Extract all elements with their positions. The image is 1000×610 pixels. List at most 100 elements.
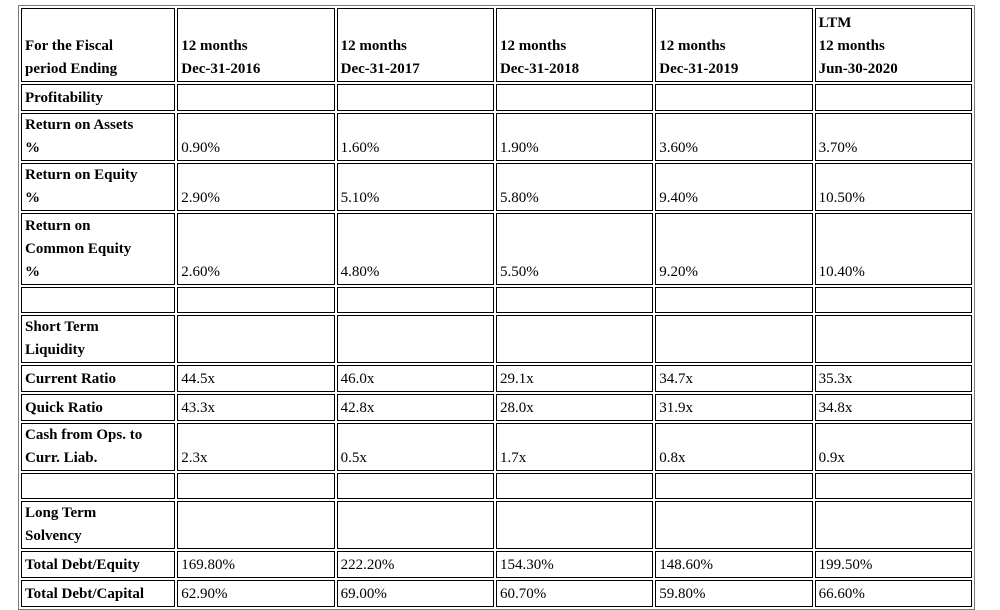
value-cell: 2.90% (177, 163, 335, 211)
row-label-line: Profitability (25, 90, 104, 106)
row-label (21, 473, 176, 499)
value-cell (177, 84, 335, 111)
row-label: Long Term Solvency (21, 501, 176, 549)
value-cell (495, 501, 654, 549)
row-label-line: Return on Equity (25, 167, 138, 183)
row-label: Short Term Liquidity (21, 315, 176, 363)
row-label-line: Total Debt/Equity (25, 557, 140, 573)
row-label-line: % (25, 264, 40, 280)
value-cell: 66.60% (814, 580, 972, 607)
period-line: 12 months (340, 38, 407, 54)
row-label-line: % (25, 140, 40, 156)
value-cell: 59.80% (655, 580, 813, 607)
value-cell: 5.10% (336, 163, 494, 211)
value-cell: 9.40% (655, 163, 813, 211)
value-cell (177, 473, 335, 499)
header-label-cell: For the Fiscal period Ending (21, 8, 176, 82)
value-cell: 43.3x (177, 394, 335, 421)
row-label-line: Return on Assets (25, 117, 134, 133)
value-cell: 29.1x (495, 365, 654, 392)
period-line: Dec-31-2017 (340, 61, 420, 77)
value-cell (336, 84, 494, 111)
row-label-line: Total Debt/Capital (25, 586, 145, 602)
period-line: Jun-30-2020 (818, 61, 898, 77)
period-line: 12 months (499, 38, 567, 54)
value-cell (655, 501, 813, 549)
value-cell: 42.8x (336, 394, 494, 421)
row-label: Profitability (21, 84, 176, 111)
value-cell: 199.50% (814, 551, 972, 578)
row-label-line: Quick Ratio (25, 400, 103, 416)
value-cell (336, 315, 494, 363)
row-label-line: Current Ratio (25, 371, 116, 387)
value-cell (336, 473, 494, 499)
value-cell: 34.7x (655, 365, 813, 392)
row-label-line: % (25, 190, 40, 206)
table-row: Short Term Liquidity (21, 315, 972, 363)
table-row-spacer (21, 473, 972, 499)
financial-ratios-table: For the Fiscal period Ending 12 months D… (18, 5, 975, 610)
table-row: Return on Assets % 0.90% 1.60% 1.90% 3.6… (21, 113, 972, 161)
value-cell: 0.9x (814, 423, 972, 471)
value-cell: 28.0x (495, 394, 654, 421)
value-cell (655, 473, 813, 499)
value-cell: 5.80% (495, 163, 654, 211)
value-cell: 44.5x (177, 365, 335, 392)
value-cell (655, 287, 813, 313)
value-cell (177, 501, 335, 549)
value-cell: 0.8x (655, 423, 813, 471)
table-row: Total Debt/Equity 169.80% 222.20% 154.30… (21, 551, 972, 578)
row-label: Return on Equity % (21, 163, 176, 211)
value-cell: 148.60% (655, 551, 813, 578)
value-cell: 2.3x (177, 423, 335, 471)
value-cell: 10.40% (814, 213, 972, 285)
value-cell: 154.30% (495, 551, 654, 578)
value-cell: 3.70% (814, 113, 972, 161)
period-line: Dec-31-2018 (499, 61, 580, 77)
value-cell (495, 473, 654, 499)
value-cell: 5.50% (495, 213, 654, 285)
header-label-line: For the Fiscal (25, 38, 114, 54)
value-cell (814, 315, 972, 363)
table-row: Long Term Solvency (21, 501, 972, 549)
value-cell (177, 315, 335, 363)
period-line: 12 months (181, 38, 248, 54)
value-cell (495, 315, 654, 363)
table-header-row: For the Fiscal period Ending 12 months D… (21, 8, 972, 82)
value-cell: 2.60% (177, 213, 335, 285)
row-label-line: Solvency (25, 528, 82, 544)
value-cell (495, 84, 654, 111)
period-line: Dec-31-2016 (181, 61, 261, 77)
table-row: Return on Common Equity % 2.60% 4.80% 5.… (21, 213, 972, 285)
row-label-line: Short Term (25, 319, 99, 335)
value-cell (655, 84, 813, 111)
table-row-spacer (21, 287, 972, 313)
header-period-2018: 12 months Dec-31-2018 (495, 8, 654, 82)
row-label: Return on Common Equity % (21, 213, 176, 285)
value-cell: 34.8x (814, 394, 972, 421)
row-label-line: Long Term (25, 505, 97, 521)
value-cell: 169.80% (177, 551, 335, 578)
period-line: 12 months (659, 38, 726, 54)
value-cell: 69.00% (336, 580, 494, 607)
row-label-line: Common Equity (25, 241, 132, 257)
row-label: Current Ratio (21, 365, 176, 392)
header-period-2016: 12 months Dec-31-2016 (177, 8, 335, 82)
value-cell: 1.60% (336, 113, 494, 161)
table-row: Current Ratio 44.5x 46.0x 29.1x 34.7x 35… (21, 365, 972, 392)
row-label-line: Cash from Ops. to (25, 427, 143, 443)
value-cell: 35.3x (814, 365, 972, 392)
value-cell: 10.50% (814, 163, 972, 211)
value-cell (814, 501, 972, 549)
table-row: Quick Ratio 43.3x 42.8x 28.0x 31.9x 34.8… (21, 394, 972, 421)
value-cell: 62.90% (177, 580, 335, 607)
value-cell: 1.7x (495, 423, 654, 471)
row-label-line: Liquidity (25, 342, 86, 358)
table-row: Profitability (21, 84, 972, 111)
row-label: Quick Ratio (21, 394, 176, 421)
row-label: Total Debt/Equity (21, 551, 176, 578)
value-cell: 46.0x (336, 365, 494, 392)
period-line: Dec-31-2019 (659, 61, 739, 77)
value-cell: 60.70% (495, 580, 654, 607)
value-cell (814, 287, 972, 313)
